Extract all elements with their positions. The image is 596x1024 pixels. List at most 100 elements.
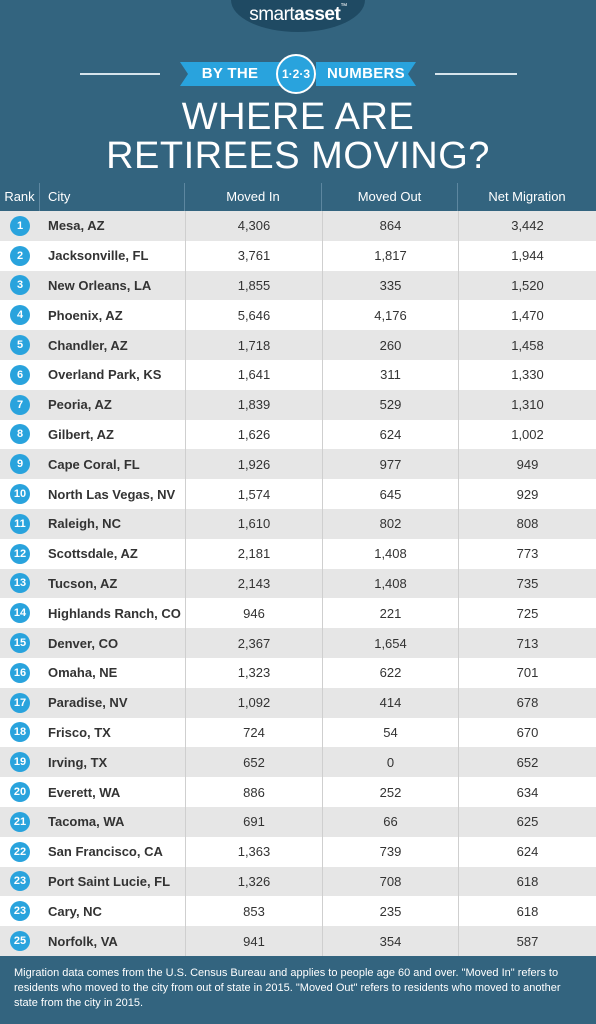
net-migration-cell: 1,520 xyxy=(458,270,596,301)
moved-out-cell: 311 xyxy=(322,359,458,390)
rank-badge: 20 xyxy=(10,782,30,803)
net-migration-cell: 701 xyxy=(458,657,596,688)
table-body: 1 Mesa, AZ 4,306 864 3,442 2 Jacksonville, FL 3… xyxy=(0,211,596,956)
moved-in-cell: 946 xyxy=(185,598,322,629)
rank-badge: 8 xyxy=(10,424,30,445)
moved-in-cell: 1,574 xyxy=(185,479,322,509)
rank-cell: 15 xyxy=(0,628,40,658)
rank-cell: 20 xyxy=(0,777,40,807)
brand-name-bold: asset xyxy=(294,4,341,25)
table-row: 18 Frisco, TX 724 54 670 xyxy=(0,717,596,748)
rank-badge: 13 xyxy=(10,573,30,594)
banner-left: BY THE xyxy=(180,62,280,86)
city-cell: Peoria, AZ xyxy=(48,397,112,413)
net-migration-cell: 949 xyxy=(458,449,596,480)
moved-in-cell: 1,323 xyxy=(185,657,322,688)
moved-in-cell: 886 xyxy=(185,777,322,807)
table-row: 16 Omaha, NE 1,323 622 701 xyxy=(0,657,596,688)
rank-badge: 22 xyxy=(10,841,30,862)
table-row: 6 Overland Park, KS 1,641 311 1,330 xyxy=(0,359,596,390)
net-migration-cell: 735 xyxy=(458,568,596,599)
city-cell: Raleigh, NC xyxy=(48,516,121,532)
moved-out-cell: 1,408 xyxy=(322,568,458,599)
rank-badge: 12 xyxy=(10,543,30,564)
city-cell: Scottsdale, AZ xyxy=(48,546,138,562)
moved-in-cell: 1,363 xyxy=(185,836,322,867)
moved-out-cell: 864 xyxy=(322,211,458,241)
footnote: Migration data comes from the U.S. Censu… xyxy=(0,957,596,1024)
moved-out-cell: 235 xyxy=(322,896,458,927)
moved-in-cell: 2,367 xyxy=(185,628,322,658)
moved-out-cell: 977 xyxy=(322,449,458,480)
rank-cell: 2 xyxy=(0,241,40,271)
header-moved-in: Moved In xyxy=(185,183,322,211)
moved-in-cell: 1,626 xyxy=(185,419,322,450)
moved-out-cell: 708 xyxy=(322,866,458,897)
table-row: 1 Mesa, AZ 4,306 864 3,442 xyxy=(0,211,596,241)
moved-in-cell: 5,646 xyxy=(185,300,322,331)
net-migration-cell: 587 xyxy=(458,926,596,956)
moved-in-cell: 1,326 xyxy=(185,866,322,897)
moved-out-cell: 645 xyxy=(322,479,458,509)
moved-out-cell: 1,817 xyxy=(322,240,458,271)
moved-out-cell: 260 xyxy=(322,330,458,360)
net-migration-cell: 624 xyxy=(458,836,596,867)
moved-in-cell: 724 xyxy=(185,717,322,748)
net-migration-cell: 625 xyxy=(458,806,596,837)
moved-out-cell: 0 xyxy=(322,747,458,778)
banner-right: NUMBERS xyxy=(316,62,416,86)
rank-cell: 21 xyxy=(0,807,40,837)
rank-badge: 5 xyxy=(10,335,30,356)
rank-cell: 17 xyxy=(0,688,40,718)
table-header: Rank City Moved In Moved Out Net Migrati… xyxy=(0,183,596,211)
rank-cell: 4 xyxy=(0,300,40,330)
net-migration-cell: 678 xyxy=(458,687,596,718)
table-row: 3 New Orleans, LA 1,855 335 1,520 xyxy=(0,270,596,301)
rank-cell: 23 xyxy=(0,896,40,926)
moved-in-cell: 1,839 xyxy=(185,389,322,420)
rank-cell: 12 xyxy=(0,539,40,569)
rank-cell: 10 xyxy=(0,479,40,509)
brand-name-light: smart xyxy=(249,4,295,25)
moved-in-cell: 652 xyxy=(185,747,322,778)
moved-out-cell: 4,176 xyxy=(322,300,458,331)
header: smartasset™ BY THE NUMBERS 1·2·3 WHERE A… xyxy=(0,0,596,183)
rank-cell: 16 xyxy=(0,658,40,688)
net-migration-cell: 713 xyxy=(458,628,596,658)
moved-out-cell: 221 xyxy=(322,598,458,629)
table-row: 21 Tacoma, WA 691 66 625 xyxy=(0,806,596,837)
net-migration-cell: 618 xyxy=(458,866,596,897)
city-cell: Paradise, NV xyxy=(48,695,128,711)
rank-badge: 11 xyxy=(10,513,30,534)
header-rank: Rank xyxy=(0,183,40,211)
rank-badge: 23 xyxy=(10,901,30,922)
moved-in-cell: 3,761 xyxy=(185,240,322,271)
rank-badge: 9 xyxy=(10,454,30,475)
net-migration-cell: 1,310 xyxy=(458,389,596,420)
city-cell: Highlands Ranch, CO xyxy=(48,605,181,621)
table-row: 20 Everett, WA 886 252 634 xyxy=(0,777,596,807)
city-cell: Everett, WA xyxy=(48,784,121,800)
table-row: 23 Port Saint Lucie, FL 1,326 708 618 xyxy=(0,866,596,897)
city-cell: Port Saint Lucie, FL xyxy=(48,873,171,889)
moved-in-cell: 1,718 xyxy=(185,330,322,360)
table-row: 22 San Francisco, CA 1,363 739 624 xyxy=(0,836,596,867)
rank-badge: 1 xyxy=(10,215,30,236)
moved-out-cell: 252 xyxy=(322,777,458,807)
trademark-mark: ™ xyxy=(340,3,347,10)
table-row: 19 Irving, TX 652 0 652 xyxy=(0,747,596,778)
rank-badge: 23 xyxy=(10,871,30,892)
moved-out-cell: 335 xyxy=(322,270,458,301)
rank-cell: 19 xyxy=(0,747,40,777)
rank-cell: 13 xyxy=(0,569,40,599)
rank-badge: 25 xyxy=(10,931,30,952)
rank-badge: 7 xyxy=(10,394,30,415)
table-row: 13 Tucson, AZ 2,143 1,408 735 xyxy=(0,568,596,599)
net-migration-cell: 3,442 xyxy=(458,211,596,241)
city-cell: Overland Park, KS xyxy=(48,367,162,383)
rank-badge: 3 xyxy=(10,275,30,296)
city-cell: Omaha, NE xyxy=(48,665,118,681)
city-cell: Denver, CO xyxy=(48,635,119,651)
rank-badge: 18 xyxy=(10,722,30,743)
city-cell: Chandler, AZ xyxy=(48,337,128,353)
